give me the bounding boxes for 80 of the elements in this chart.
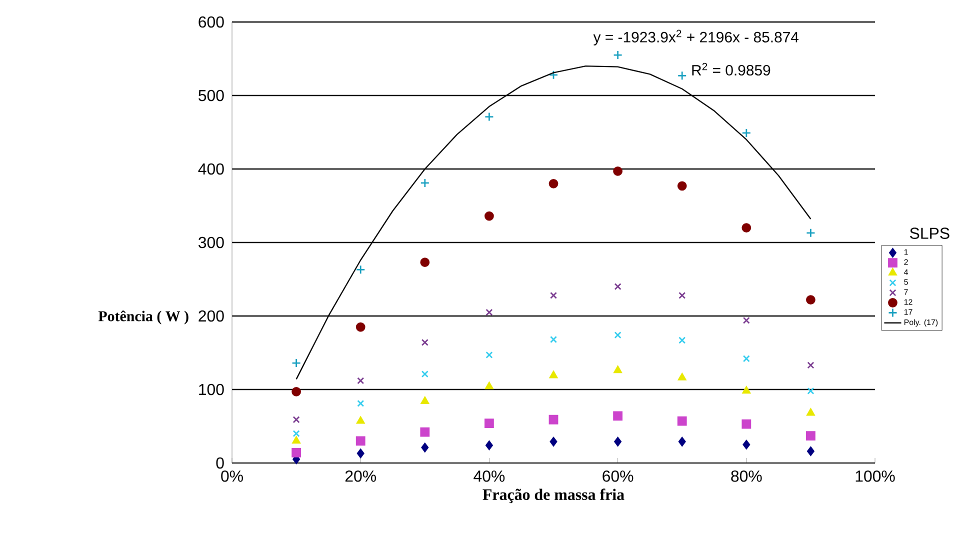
point xyxy=(806,431,816,440)
point xyxy=(292,448,302,458)
point xyxy=(485,382,494,390)
point xyxy=(356,436,366,446)
point xyxy=(356,416,365,424)
y-axis-title: Potência ( W ) xyxy=(98,310,188,324)
point xyxy=(420,427,430,437)
point xyxy=(678,373,686,380)
point xyxy=(486,440,493,450)
x-tick-label: 20% xyxy=(345,470,376,482)
point xyxy=(420,396,430,404)
y-tick-label: 400 xyxy=(198,163,224,175)
point xyxy=(292,386,302,396)
point xyxy=(421,338,428,346)
point xyxy=(292,358,302,368)
point xyxy=(292,430,300,438)
point xyxy=(614,366,622,374)
point xyxy=(356,264,366,274)
point xyxy=(677,70,687,80)
annotation: y = -1923.9x$^{2}$ + 2196x - 85.874 xyxy=(593,30,799,46)
point xyxy=(550,292,558,299)
point xyxy=(486,308,493,316)
point xyxy=(614,436,622,446)
point xyxy=(807,362,814,369)
point xyxy=(806,228,816,238)
point xyxy=(806,295,816,305)
point xyxy=(484,418,494,428)
point xyxy=(356,448,364,458)
legend-title: SLPS xyxy=(910,228,950,239)
point xyxy=(742,316,750,324)
point xyxy=(421,370,428,378)
point xyxy=(357,400,364,407)
point xyxy=(548,178,558,188)
point xyxy=(420,178,430,188)
x-tick-label: 40% xyxy=(474,470,505,482)
point xyxy=(484,211,494,221)
point xyxy=(357,377,364,384)
x-tick-label: 100% xyxy=(856,470,895,482)
point xyxy=(356,322,366,332)
x-tick-label: 60% xyxy=(602,470,634,482)
point xyxy=(614,332,622,339)
point xyxy=(677,416,687,426)
point xyxy=(807,446,814,456)
y-tick-label: 500 xyxy=(198,90,224,102)
point xyxy=(742,386,751,394)
point xyxy=(420,258,430,268)
point xyxy=(614,283,622,290)
point xyxy=(550,436,558,446)
point xyxy=(807,387,814,394)
point xyxy=(613,166,623,176)
point xyxy=(613,411,623,421)
y-tick-label: 600 xyxy=(198,16,224,28)
point xyxy=(613,50,623,60)
point xyxy=(742,440,750,450)
point xyxy=(292,436,300,444)
point xyxy=(292,416,300,424)
x-axis-title: Fração de massa fria xyxy=(482,488,624,504)
point xyxy=(742,419,752,429)
point xyxy=(742,223,752,232)
point xyxy=(550,336,558,344)
point xyxy=(806,408,815,416)
y-tick-label: 0 xyxy=(216,457,224,469)
x-tick-label: 80% xyxy=(731,470,762,482)
point xyxy=(486,351,493,358)
point xyxy=(678,436,686,446)
annotation: R$^{2}$ = 0.9859 xyxy=(692,62,770,76)
point xyxy=(677,181,687,191)
point xyxy=(742,355,750,362)
point xyxy=(678,292,686,299)
point xyxy=(742,128,752,138)
point xyxy=(548,70,558,80)
y-tick-label: 200 xyxy=(198,310,224,322)
point xyxy=(484,112,494,122)
y-tick-label: 300 xyxy=(198,236,224,248)
point xyxy=(548,414,558,424)
point xyxy=(678,336,686,344)
y-tick-label: 100 xyxy=(199,384,224,396)
point xyxy=(549,370,558,378)
x-tick-label: 0% xyxy=(221,470,243,482)
point xyxy=(421,442,429,452)
